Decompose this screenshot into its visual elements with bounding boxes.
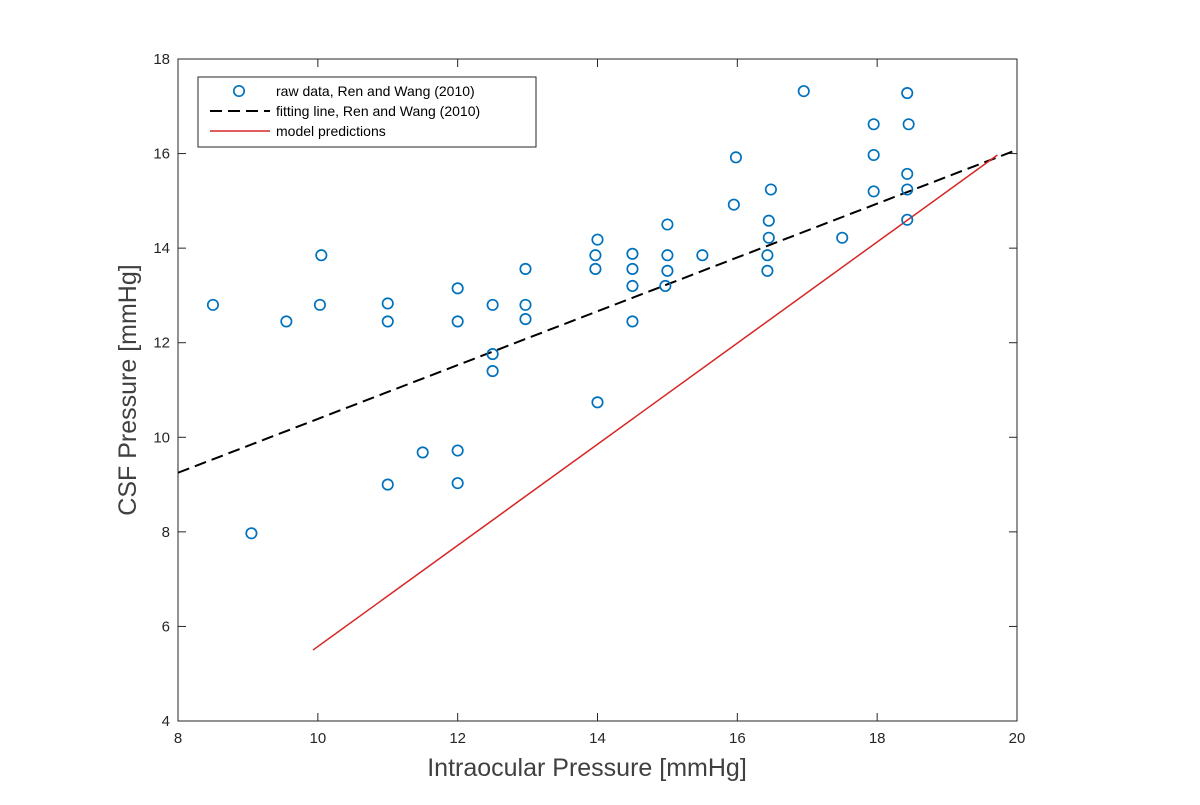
- y-axis: 4 6 8 10 12 14 16 18: [153, 51, 1017, 730]
- data-point: [626, 262, 639, 275]
- legend-label-raw-data: raw data, Ren and Wang (2010): [276, 83, 475, 99]
- data-point: [901, 86, 914, 100]
- data-point: [451, 477, 464, 490]
- data-point: [381, 297, 394, 310]
- data-point: [626, 279, 639, 293]
- data-point: [486, 298, 499, 311]
- data-point: [486, 348, 499, 361]
- legend: raw data, Ren and Wang (2010) fitting li…: [197, 76, 537, 148]
- data-point: [451, 282, 464, 295]
- data-point: [591, 233, 604, 246]
- x-axis: 8 10 12 14 16 18 20: [174, 59, 1026, 747]
- data-point: [519, 298, 532, 311]
- y-axis-title: CSF Pressure [mmHg]: [114, 264, 142, 515]
- data-point: [416, 446, 429, 459]
- data-point: [589, 262, 602, 275]
- data-point: [761, 249, 774, 262]
- data-point: [762, 231, 775, 244]
- data-point: [451, 315, 464, 328]
- y-tick-label: 4: [162, 713, 170, 730]
- y-tick-label: 8: [162, 524, 170, 541]
- data-point: [867, 148, 880, 162]
- y-tick-label: 14: [153, 240, 170, 257]
- legend-label-fitting-line: fitting line, Ren and Wang (2010): [276, 103, 480, 119]
- data-point: [659, 279, 672, 293]
- data-point: [901, 213, 914, 226]
- x-tick-label: 12: [449, 730, 466, 747]
- data-point: [626, 315, 639, 328]
- data-point: [867, 118, 880, 131]
- data-point: [591, 396, 604, 409]
- data-point: [280, 315, 293, 328]
- y-tick-label: 18: [153, 51, 170, 68]
- data-point: [901, 167, 914, 180]
- series-layer: [177, 85, 1018, 651]
- data-point: [764, 183, 777, 196]
- y-tick-label: 6: [162, 618, 170, 635]
- data-point: [381, 478, 394, 491]
- x-tick-label: 10: [309, 730, 326, 747]
- data-point: [661, 249, 674, 262]
- y-tick-label: 12: [153, 335, 170, 352]
- x-tick-label: 8: [174, 730, 182, 747]
- data-point: [729, 151, 742, 164]
- data-point: [901, 183, 914, 196]
- y-tick-label: 10: [153, 429, 170, 446]
- x-tick-label: 14: [589, 730, 606, 747]
- data-point: [206, 298, 220, 311]
- data-point: [381, 315, 394, 328]
- data-point: [313, 298, 326, 311]
- data-point: [727, 198, 740, 211]
- data-point: [519, 313, 532, 326]
- x-axis-title: Intraocular Pressure [mmHg]: [427, 754, 747, 782]
- data-point: [661, 218, 674, 231]
- x-tick-label: 20: [1009, 730, 1026, 747]
- data-point: [245, 527, 258, 540]
- data-point: [762, 214, 775, 227]
- plot-area: [177, 58, 1018, 722]
- data-point: [696, 249, 709, 262]
- data-point: [902, 118, 915, 131]
- y-tick-label: 16: [153, 146, 170, 163]
- fitting-line: [177, 148, 1018, 474]
- data-point: [661, 264, 674, 277]
- data-point: [867, 185, 880, 198]
- data-point: [797, 85, 810, 98]
- data-point: [836, 231, 849, 244]
- data-point: [761, 264, 774, 277]
- legend-marker-raw-data: [232, 84, 246, 98]
- data-point: [451, 444, 464, 457]
- data-point: [486, 365, 499, 378]
- data-point: [519, 262, 532, 275]
- x-tick-label: 16: [729, 730, 746, 747]
- model-predictions-line: [312, 154, 998, 651]
- legend-label-model-predictions: model predictions: [276, 123, 386, 139]
- data-point: [589, 249, 602, 262]
- x-tick-label: 18: [869, 730, 886, 747]
- data-point: [626, 247, 639, 260]
- data-point: [315, 249, 328, 262]
